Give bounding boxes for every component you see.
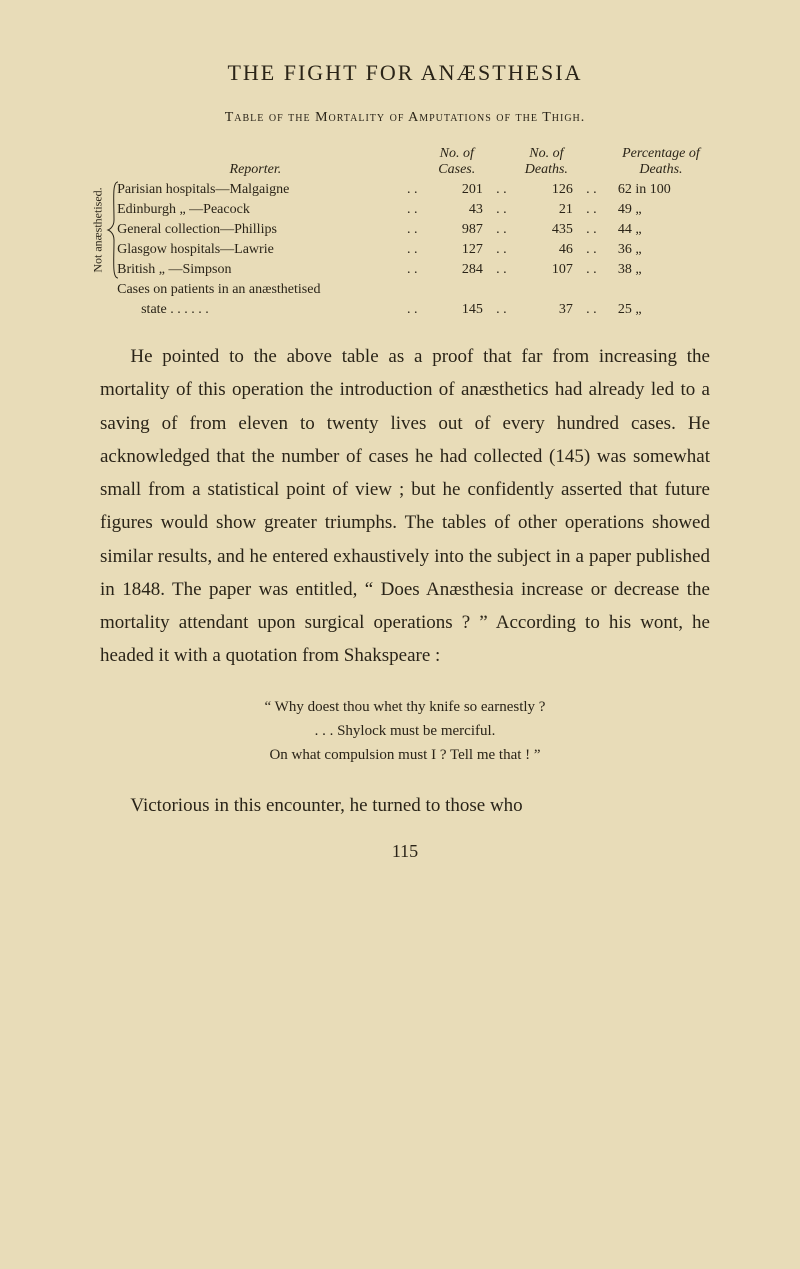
cell-pct: 62 in 100 bbox=[606, 180, 710, 200]
table-row: British „ —Simpson . . 284 . . 107 . . 3… bbox=[100, 260, 710, 280]
cell-reporter: Parisian hospitals—Malgaigne bbox=[113, 180, 398, 200]
cell-reporter: Cases on patients in an anæsthetised bbox=[113, 280, 710, 300]
header-reporter: Reporter. bbox=[113, 144, 398, 180]
quote-line: “ Why doest thou whet thy knife so earne… bbox=[100, 695, 710, 719]
table-row: Not anæsthetised. Parisian hospitals—Mal… bbox=[100, 180, 710, 200]
table-row: General collection—Phillips . . 987 . . … bbox=[100, 220, 710, 240]
side-brace-label: Not anæsthetised. bbox=[91, 187, 106, 272]
cell-reporter: state . . . . . . bbox=[113, 300, 398, 320]
curly-brace-icon bbox=[106, 180, 120, 280]
page-number: 115 bbox=[100, 841, 710, 862]
cell-dots: . . bbox=[398, 260, 427, 280]
header-pct: Percentage of Deaths. bbox=[606, 144, 710, 180]
cell-cases: 145 bbox=[427, 300, 487, 320]
cell-deaths: 21 bbox=[516, 200, 577, 220]
cell-dots: . . bbox=[577, 180, 606, 200]
cell-cases: 201 bbox=[427, 180, 487, 200]
cell-dots: . . bbox=[577, 300, 606, 320]
paragraph-text: He pointed to the above table as a proof… bbox=[100, 340, 710, 673]
cell-deaths: 46 bbox=[516, 240, 577, 260]
table-caption: Table of the Mortality of Amputations of… bbox=[100, 110, 710, 126]
cell-dots: . . bbox=[577, 200, 606, 220]
cell-dots: . . bbox=[577, 220, 606, 240]
header-cases: No. of Cases. bbox=[427, 144, 487, 180]
cell-dots: . . bbox=[577, 260, 606, 280]
table-row: Cases on patients in an anæsthetised bbox=[100, 280, 710, 300]
cell-reporter: General collection—Phillips bbox=[113, 220, 398, 240]
cell-pct: 49 „ bbox=[606, 200, 710, 220]
cell-pct: 36 „ bbox=[606, 240, 710, 260]
cell-reporter: Edinburgh „ —Peacock bbox=[113, 200, 398, 220]
closing-line: Victorious in this encounter, he turned … bbox=[100, 789, 710, 822]
cell-dots: . . bbox=[398, 220, 427, 240]
cell-dots: . . bbox=[487, 240, 516, 260]
cell-reporter: Glasgow hospitals—Lawrie bbox=[113, 240, 398, 260]
quote-line: . . . Shylock must be merciful. bbox=[100, 719, 710, 743]
table-header-row: Reporter. No. of Cases. No. of Deaths. P… bbox=[100, 144, 710, 180]
cell-deaths: 126 bbox=[516, 180, 577, 200]
cell-cases: 987 bbox=[427, 220, 487, 240]
header-deaths: No. of Deaths. bbox=[516, 144, 577, 180]
cell-dots: . . bbox=[398, 180, 427, 200]
cell-cases: 127 bbox=[427, 240, 487, 260]
quotation-block: “ Why doest thou whet thy knife so earne… bbox=[100, 695, 710, 767]
cell-dots: . . bbox=[487, 180, 516, 200]
table-row: Glasgow hospitals—Lawrie . . 127 . . 46 … bbox=[100, 240, 710, 260]
cell-cases: 43 bbox=[427, 200, 487, 220]
cell-pct: 44 „ bbox=[606, 220, 710, 240]
page: THE FIGHT FOR ANÆSTHESIA Table of the Mo… bbox=[0, 0, 800, 902]
cell-deaths: 37 bbox=[516, 300, 577, 320]
body-paragraph: He pointed to the above table as a proof… bbox=[100, 340, 710, 673]
cell-deaths: 435 bbox=[516, 220, 577, 240]
page-title: THE FIGHT FOR ANÆSTHESIA bbox=[100, 60, 710, 86]
cell-reporter: British „ —Simpson bbox=[113, 260, 398, 280]
cell-dots: . . bbox=[487, 220, 516, 240]
cell-dots: . . bbox=[487, 300, 516, 320]
cell-cases: 284 bbox=[427, 260, 487, 280]
cell-dots: . . bbox=[398, 300, 427, 320]
cell-dots: . . bbox=[398, 240, 427, 260]
cell-pct: 38 „ bbox=[606, 260, 710, 280]
table-row: Edinburgh „ —Peacock . . 43 . . 21 . . 4… bbox=[100, 200, 710, 220]
cell-dots: . . bbox=[577, 240, 606, 260]
cell-deaths: 107 bbox=[516, 260, 577, 280]
cell-dots: . . bbox=[398, 200, 427, 220]
cell-pct: 25 „ bbox=[606, 300, 710, 320]
cell-dots: . . bbox=[487, 200, 516, 220]
mortality-table: Reporter. No. of Cases. No. of Deaths. P… bbox=[100, 144, 710, 320]
cell-dots: . . bbox=[487, 260, 516, 280]
table-row: state . . . . . . . . 145 . . 37 . . 25 … bbox=[100, 300, 710, 320]
quote-line: On what compulsion must I ? Tell me that… bbox=[100, 743, 710, 767]
